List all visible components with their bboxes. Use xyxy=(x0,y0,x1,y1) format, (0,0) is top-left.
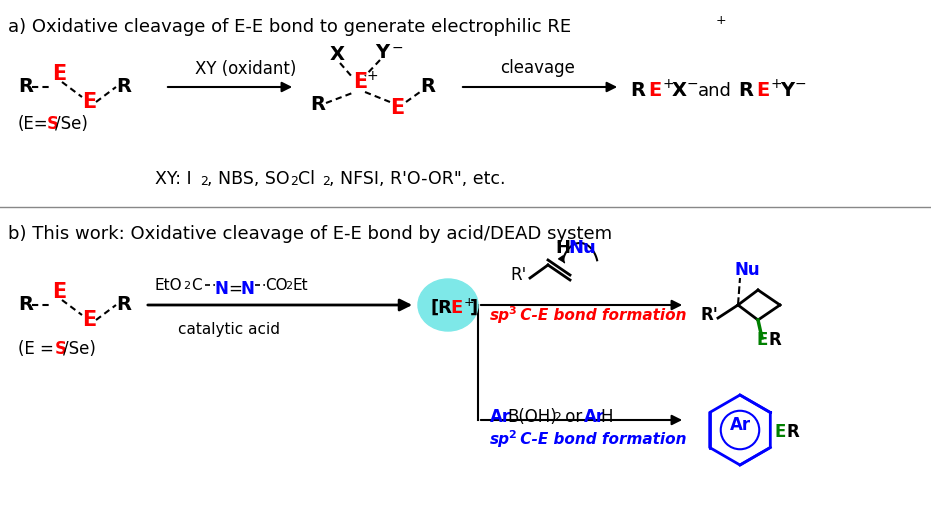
Text: C: C xyxy=(191,278,202,293)
Text: cleavage: cleavage xyxy=(500,59,574,77)
Text: +: + xyxy=(367,69,379,83)
Text: sp: sp xyxy=(490,432,510,447)
Text: (E =: (E = xyxy=(18,340,60,358)
Text: +: + xyxy=(464,295,475,308)
Text: and: and xyxy=(698,82,732,100)
Text: R: R xyxy=(738,82,753,101)
Text: R: R xyxy=(18,77,33,96)
Text: 3: 3 xyxy=(508,306,516,316)
Text: Nu: Nu xyxy=(735,261,761,279)
Text: S: S xyxy=(55,340,67,358)
Text: E: E xyxy=(775,423,787,441)
Text: R: R xyxy=(787,423,800,441)
Text: [R: [R xyxy=(430,299,452,317)
Text: E: E xyxy=(648,82,661,101)
Text: XY (oxidant): XY (oxidant) xyxy=(195,60,296,78)
Text: −: − xyxy=(795,77,806,91)
Text: Et: Et xyxy=(293,278,308,293)
Text: +: + xyxy=(716,14,726,27)
Text: N: N xyxy=(215,280,229,298)
Text: E: E xyxy=(52,64,66,84)
Text: R: R xyxy=(630,82,645,101)
Text: R': R' xyxy=(700,306,718,324)
Text: Cl: Cl xyxy=(298,170,315,188)
Text: N: N xyxy=(240,280,254,298)
Text: B(OH): B(OH) xyxy=(507,408,557,426)
Text: R: R xyxy=(18,295,33,314)
Text: /Se): /Se) xyxy=(55,115,88,133)
Text: CO: CO xyxy=(265,278,288,293)
Text: E: E xyxy=(757,331,768,349)
Text: E: E xyxy=(756,82,769,101)
Text: E: E xyxy=(450,299,463,317)
Text: 2: 2 xyxy=(285,281,292,291)
Text: X: X xyxy=(330,46,345,65)
Text: R': R' xyxy=(510,266,526,284)
Text: E: E xyxy=(82,310,96,330)
Text: E: E xyxy=(390,98,404,118)
Text: XY: I: XY: I xyxy=(155,170,192,188)
Text: R: R xyxy=(769,331,782,349)
Text: 2: 2 xyxy=(183,281,190,291)
Text: +: + xyxy=(662,77,674,91)
Text: S: S xyxy=(47,115,59,133)
Text: 2: 2 xyxy=(508,430,516,440)
Text: catalytic acid: catalytic acid xyxy=(178,322,280,337)
Text: E: E xyxy=(52,282,66,302)
Text: (E=: (E= xyxy=(18,115,48,133)
Text: /Se): /Se) xyxy=(63,340,96,358)
Text: −: − xyxy=(392,41,404,55)
Text: +: + xyxy=(770,77,782,91)
Text: C-E bond formation: C-E bond formation xyxy=(515,308,686,323)
Text: , NFSI, R'O-OR", etc.: , NFSI, R'O-OR", etc. xyxy=(329,170,506,188)
Text: X: X xyxy=(672,82,687,101)
Text: =: = xyxy=(228,280,242,298)
Text: Ar: Ar xyxy=(730,416,751,434)
Text: −: − xyxy=(687,77,698,91)
Text: R: R xyxy=(310,95,325,114)
Text: ]: ] xyxy=(470,299,479,317)
Text: EtO: EtO xyxy=(155,278,182,293)
Text: 2: 2 xyxy=(322,175,330,188)
Text: , NBS, SO: , NBS, SO xyxy=(207,170,290,188)
Text: R: R xyxy=(116,295,131,314)
Text: H: H xyxy=(555,239,570,257)
Text: Ar: Ar xyxy=(490,408,511,426)
Text: R: R xyxy=(116,77,131,96)
Text: H: H xyxy=(600,408,613,426)
Text: C-E bond formation: C-E bond formation xyxy=(515,432,686,447)
Text: Y: Y xyxy=(375,43,389,62)
Text: Nu: Nu xyxy=(568,239,596,257)
Text: 2: 2 xyxy=(553,411,560,424)
Ellipse shape xyxy=(418,279,478,331)
Text: 2: 2 xyxy=(290,175,298,188)
Text: 2: 2 xyxy=(200,175,208,188)
Text: or: or xyxy=(560,408,587,426)
Text: R: R xyxy=(420,77,435,96)
Text: b) This work: Oxidative cleavage of E-E bond by acid/DEAD system: b) This work: Oxidative cleavage of E-E … xyxy=(8,225,612,243)
Text: Y: Y xyxy=(780,82,794,101)
Text: Ar: Ar xyxy=(584,408,605,426)
Text: a) Oxidative cleavage of E-E bond to generate electrophilic RE: a) Oxidative cleavage of E-E bond to gen… xyxy=(8,18,571,36)
Text: E: E xyxy=(353,72,367,92)
Text: E: E xyxy=(82,92,96,112)
Text: sp: sp xyxy=(490,308,510,323)
